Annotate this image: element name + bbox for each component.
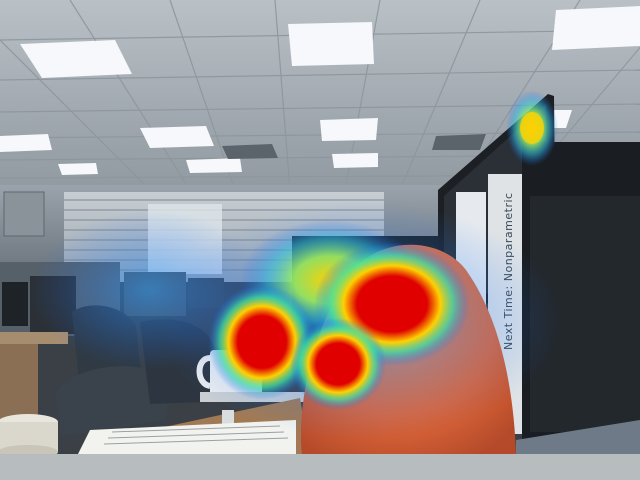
heatmap-hotspot-mug [208,284,316,400]
saliency-heatmap [30,90,560,440]
desk-item [222,410,234,424]
paper-stack [78,420,296,454]
counter-edge [0,454,640,480]
office-chair-seat [56,366,168,436]
ceiling-vents [222,134,486,159]
ceiling-lights [0,6,640,175]
wall-box [3,191,45,237]
right-desk-edge [516,420,640,456]
heatmap-hotspot-center [290,318,386,410]
paper-lines [103,425,289,445]
left-monitor [2,282,28,326]
left-drawer [0,344,38,420]
